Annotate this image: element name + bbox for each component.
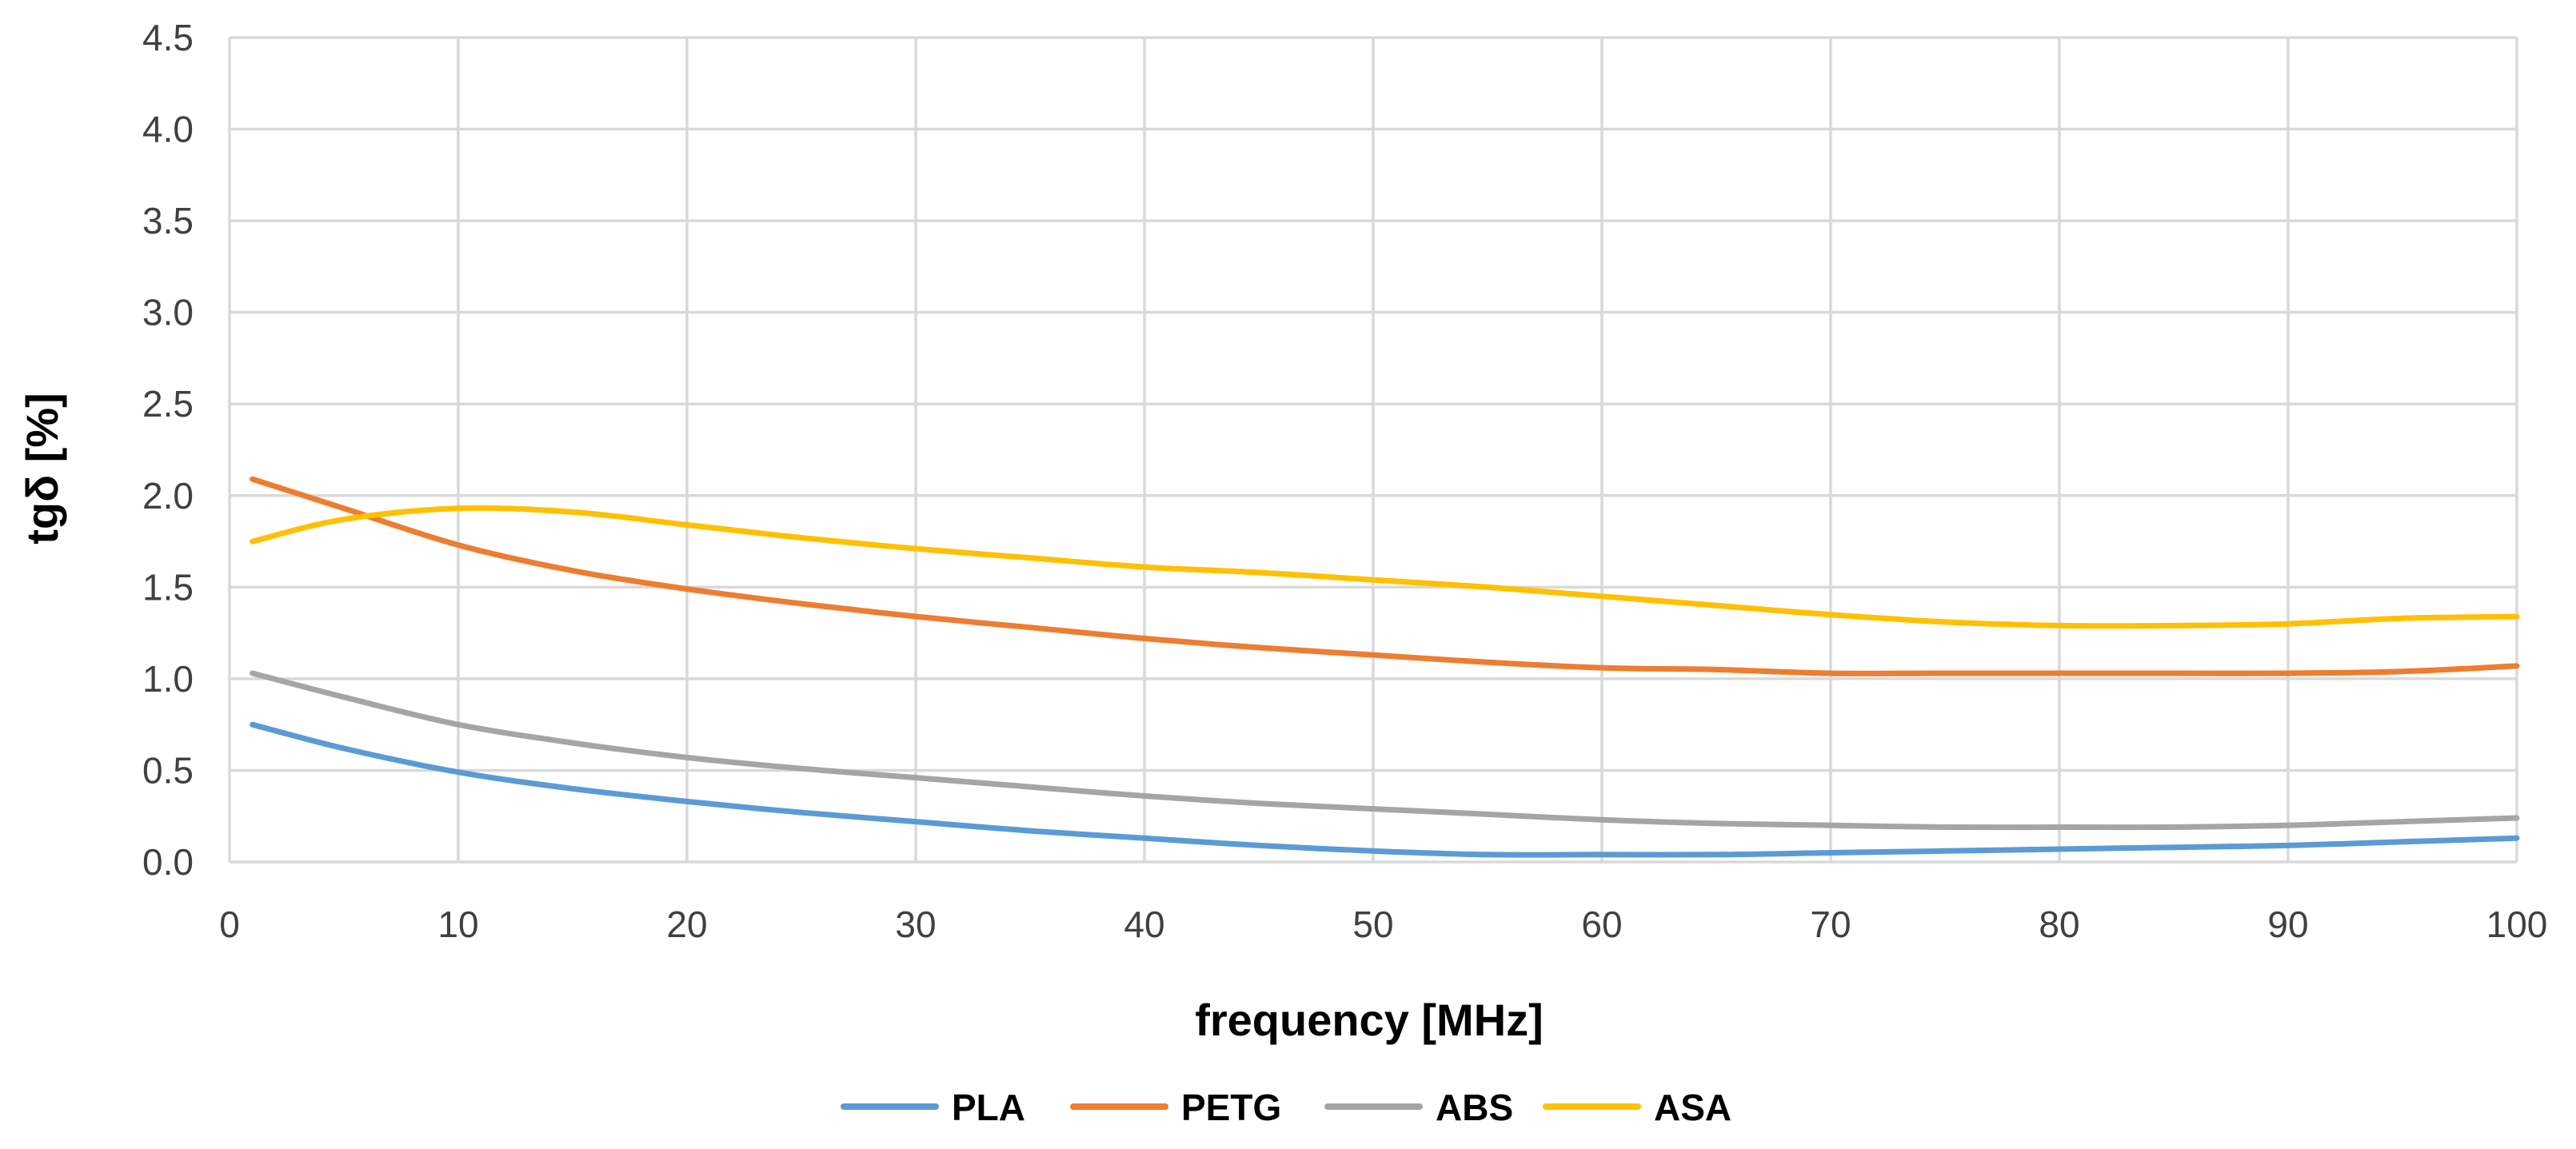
y-tick-label: 4.0 — [142, 109, 194, 150]
x-tick-label: 90 — [2267, 904, 2308, 945]
x-tick-label: 80 — [2039, 904, 2079, 945]
grid — [228, 36, 2518, 864]
y-axis-ticks: 0.0 0.5 1.0 1.5 2.0 2.5 3.0 3.5 4.0 4.5 — [142, 17, 194, 883]
y-tick-label: 0.0 — [142, 841, 194, 883]
series-lines — [250, 476, 2520, 858]
y-tick-label: 1.5 — [142, 566, 194, 608]
series-line-petg — [250, 476, 2520, 676]
y-tick-label: 3.0 — [142, 292, 194, 333]
x-tick-label: 20 — [666, 904, 707, 945]
y-tick-label: 2.0 — [142, 475, 194, 517]
y-tick-label: 4.5 — [142, 17, 194, 58]
y-tick-label: 1.0 — [142, 658, 194, 700]
y-tick-label: 2.5 — [142, 383, 194, 425]
legend-label-abs: ABS — [1436, 1087, 1513, 1128]
legend: PLA PETG ABS ASA — [841, 1087, 1731, 1128]
x-tick-label: 10 — [437, 904, 478, 945]
x-tick-label: 50 — [1352, 904, 1393, 945]
series-line-pla — [250, 721, 2520, 858]
legend-label-petg: PETG — [1181, 1087, 1281, 1128]
x-tick-label: 0 — [219, 904, 240, 945]
legend-label-pla: PLA — [952, 1087, 1025, 1128]
x-tick-label: 100 — [2486, 904, 2548, 945]
x-tick-label: 70 — [1810, 904, 1851, 945]
series-line-abs — [250, 670, 2520, 831]
series-line-asa — [250, 505, 2520, 629]
y-axis-title: tgδ [%] — [17, 393, 67, 544]
x-tick-label: 40 — [1124, 904, 1164, 945]
x-axis-title: frequency [MHz] — [1195, 995, 1544, 1045]
x-tick-label: 30 — [895, 904, 936, 945]
y-tick-label: 0.5 — [142, 749, 194, 791]
x-axis-ticks: 0 10 20 30 40 50 60 70 80 90 100 — [219, 904, 2547, 945]
x-tick-label: 60 — [1581, 904, 1622, 945]
legend-label-asa: ASA — [1654, 1087, 1731, 1128]
y-tick-label: 3.5 — [142, 200, 194, 241]
